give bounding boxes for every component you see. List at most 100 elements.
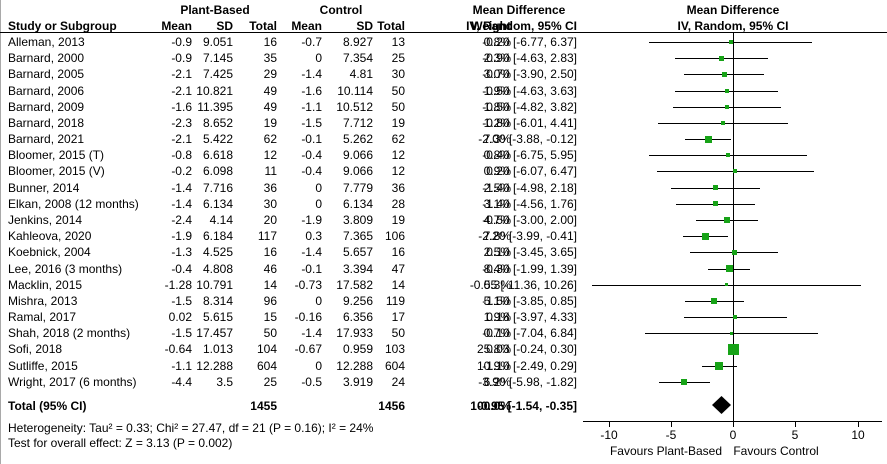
- group2-sd: 7.354: [342, 51, 373, 65]
- group2-mean: -0.4: [301, 148, 322, 162]
- study-label: Bloomer, 2015 (T): [8, 148, 105, 162]
- study-ci-text: -1.10 [-2.49, 0.29]: [482, 359, 577, 373]
- group2-total: 19: [391, 213, 405, 227]
- group2-total: 50: [391, 84, 405, 98]
- study-weight: 0.8%: [483, 148, 511, 162]
- group1-mean: -0.9: [171, 35, 192, 49]
- group2-mean: -0.1: [301, 262, 322, 276]
- group1-total: 46: [263, 262, 277, 276]
- study-ci-text: -1.40 [-4.56, 1.76]: [482, 197, 577, 211]
- group2-mean: -0.7: [301, 35, 322, 49]
- group2-mean: -1.4: [301, 67, 322, 81]
- x-axis-line: [583, 421, 882, 422]
- total-ci-text: -0.95 [-1.54, -0.35]: [476, 399, 577, 413]
- axis-tick-label: -10: [600, 428, 618, 442]
- group2-total: 47: [391, 262, 405, 276]
- study-label: Mishra, 2013: [8, 294, 78, 308]
- group1-sd: 6.134: [202, 197, 233, 211]
- group1-total: 50: [263, 326, 277, 340]
- group1-mean: -1.4: [171, 197, 192, 211]
- group1-mean: -0.9: [171, 51, 192, 65]
- study-label: Barnard, 2009: [8, 100, 85, 114]
- weight-column-header: Weight: [471, 19, 511, 33]
- group2-sd-header: SD: [356, 19, 373, 33]
- group2-mean: -0.5: [301, 375, 322, 389]
- effect-marker: [713, 185, 718, 190]
- group1-sd: 1.013: [202, 342, 233, 356]
- group2-mean: -1.9: [301, 213, 322, 227]
- study-label: Barnard, 2021: [8, 132, 85, 146]
- group1-total: 30: [263, 197, 277, 211]
- effect-marker: [733, 315, 737, 319]
- study-weight: 0.9%: [483, 164, 511, 178]
- axis-tick-label: 5: [791, 428, 799, 442]
- group1-total: 96: [263, 294, 277, 308]
- group2-total: 12: [391, 148, 405, 162]
- axis-tick: [858, 421, 859, 427]
- study-ci-text: -2.00 [-3.88, -0.12]: [478, 132, 577, 146]
- group1-mean: -4.4: [171, 375, 192, 389]
- overall-effect-text: Test for overall effect: Z = 3.13 (P = 0…: [8, 436, 233, 450]
- group1-sd: 4.14: [209, 213, 233, 227]
- group2-mean: -1.6: [301, 84, 322, 98]
- group2-total: 19: [391, 116, 405, 130]
- group1-mean: -1.6: [171, 100, 192, 114]
- group2-sd: 17.582: [336, 278, 373, 292]
- group2-mean: -0.4: [301, 164, 322, 178]
- study-label: Macklin, 2015: [8, 278, 83, 292]
- study-weight: 3.1%: [483, 197, 511, 211]
- study-weight: 0.8%: [483, 35, 511, 49]
- zero-effect-line: [733, 33, 734, 421]
- study-ci-text: 0.03 [-0.24, 0.30]: [486, 342, 577, 356]
- group2-mean: 0.3: [305, 229, 322, 243]
- effect-measure-header-left: Mean Difference: [472, 3, 566, 17]
- effect-marker: [729, 40, 733, 44]
- group1-sd: 7.145: [202, 51, 233, 65]
- study-ci-text: -3.90 [-5.98, -1.82]: [478, 375, 577, 389]
- group2-total: 119: [385, 294, 405, 308]
- group2-mean: -0.67: [294, 342, 322, 356]
- study-ci-text: -0.50 [-3.00, 2.00]: [482, 213, 577, 227]
- group1-total: 16: [263, 245, 277, 259]
- group2-mean: -0.1: [301, 132, 322, 146]
- study-weight: 1.9%: [483, 84, 511, 98]
- study-label: Wright, 2017 (6 months): [8, 375, 137, 389]
- heterogeneity-text: Heterogeneity: Tau² = 0.33; Chi² = 27.47…: [8, 421, 374, 435]
- favours-right-label: Favours Control: [733, 444, 819, 458]
- effect-marker: [726, 153, 730, 157]
- study-ci-text: -0.90 [-4.63, 2.83]: [482, 51, 577, 65]
- header-separator-line: [0, 32, 887, 33]
- group1-mean: -0.2: [171, 164, 192, 178]
- group2-total: 106: [384, 229, 405, 243]
- study-label: Sofi, 2018: [8, 342, 63, 356]
- effect-marker: [705, 136, 712, 143]
- group2-sd: 12.288: [336, 359, 373, 373]
- group2-header: Control: [319, 3, 363, 17]
- group1-total-header: Total: [249, 19, 277, 33]
- study-weight: 4.7%: [483, 213, 511, 227]
- group1-total: 25: [263, 375, 277, 389]
- group1-sd: 9.051: [202, 35, 233, 49]
- study-ci-text: -0.50 [-4.63, 3.63]: [482, 84, 577, 98]
- group1-mean: -2.1: [171, 84, 192, 98]
- axis-tick: [671, 421, 672, 427]
- study-label: Ramal, 2017: [8, 310, 77, 324]
- group1-mean: -0.64: [164, 342, 192, 356]
- group1-total: 49: [263, 84, 277, 98]
- group2-mean: 0: [315, 51, 322, 65]
- group2-mean: -1.1: [301, 100, 322, 114]
- effect-marker: [725, 283, 728, 286]
- study-ci-text: -1.40 [-4.98, 2.18]: [482, 181, 577, 195]
- group1-sd: 6.618: [202, 148, 233, 162]
- group1-mean: 0.02: [168, 310, 192, 324]
- effect-marker: [722, 72, 727, 77]
- axis-tick: [795, 421, 796, 427]
- group1-sd: 8.652: [202, 116, 233, 130]
- study-weight: 1.9%: [483, 310, 511, 324]
- group1-sd: 4.525: [202, 245, 233, 259]
- group2-total: 604: [384, 359, 405, 373]
- group1-sd: 5.422: [202, 132, 233, 146]
- group2-sd: 6.356: [342, 310, 373, 324]
- axis-tick-label: -5: [665, 428, 677, 442]
- group2-mean: 0: [315, 294, 322, 308]
